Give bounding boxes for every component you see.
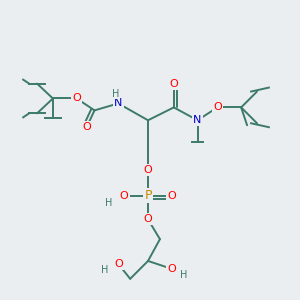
Text: N: N (194, 115, 202, 125)
Text: O: O (72, 94, 81, 103)
Text: N: N (114, 98, 122, 108)
Text: H: H (101, 265, 108, 275)
Text: O: O (144, 214, 152, 224)
Text: O: O (114, 259, 123, 269)
Text: O: O (167, 190, 176, 201)
Text: O: O (169, 79, 178, 88)
Text: H: H (180, 270, 188, 280)
Text: O: O (167, 264, 176, 274)
Text: O: O (213, 102, 222, 112)
Text: H: H (105, 199, 112, 208)
Text: O: O (144, 165, 152, 175)
Text: H: H (112, 88, 119, 98)
Text: P: P (144, 189, 152, 202)
Text: O: O (82, 122, 91, 132)
Text: O: O (120, 190, 129, 201)
